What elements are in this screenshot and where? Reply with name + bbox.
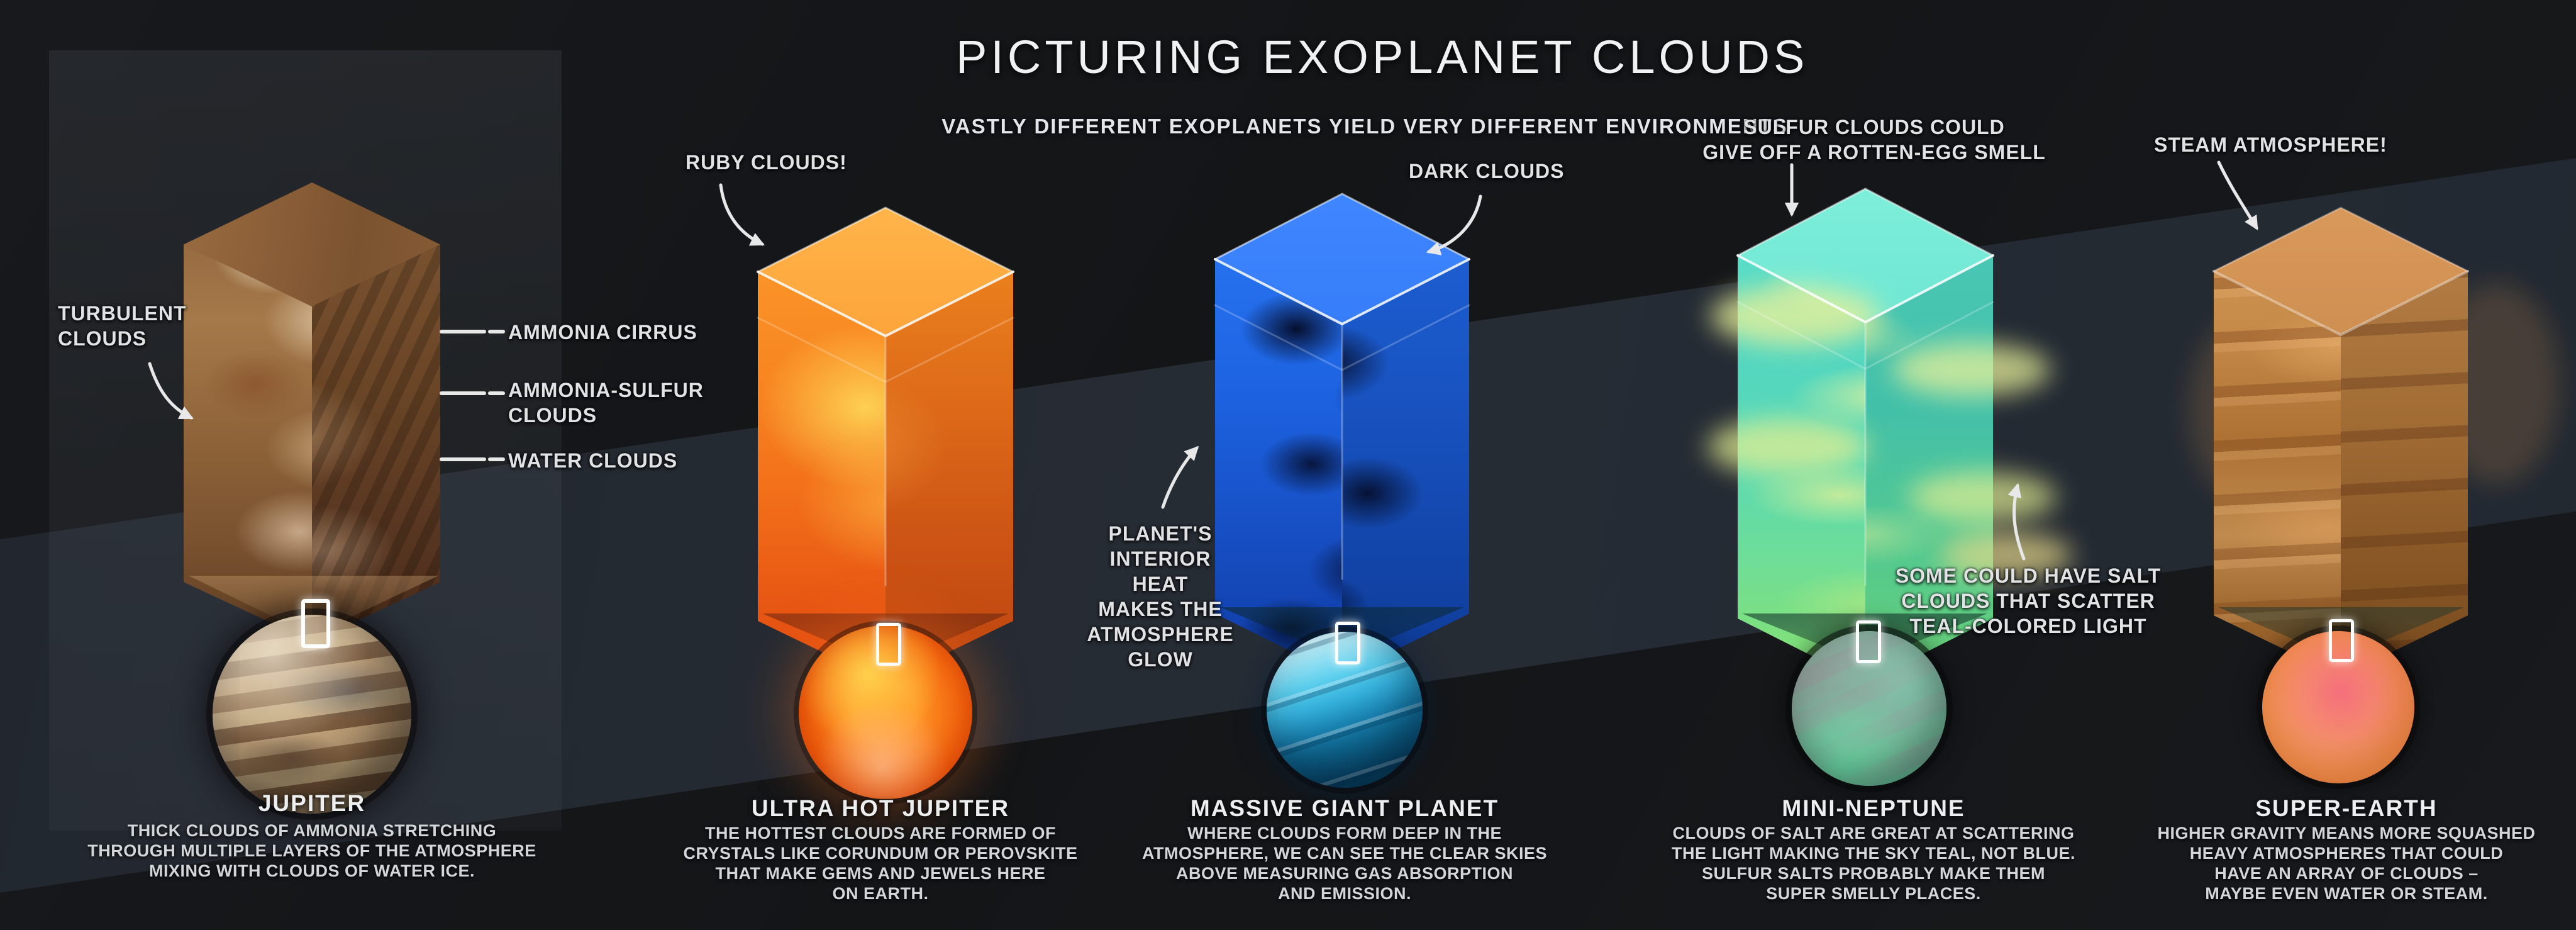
planet-description: CLOUDS OF SALT ARE GREAT AT SCATTERING T… [1671, 824, 2075, 903]
page-subtitle: VASTLY DIFFERENT EXOPLANETS YIELD VERY D… [941, 115, 1788, 138]
cube-left-face [184, 244, 312, 642]
sample-box-icon [301, 599, 330, 648]
sulfur-cloud-puff [1940, 532, 2072, 579]
massive-giant-cloud-cube [1215, 194, 1469, 676]
planet-ultra-hot-jupiter [799, 625, 972, 799]
label-dark-clouds: DARK CLOUDS [1409, 160, 1565, 182]
planet-description: HIGHER GRAVITY MEANS MORE SQUASHED HEAVY… [2157, 824, 2536, 903]
cube-right-face [1342, 259, 1469, 676]
planet-title: SUPER-EARTH [2255, 795, 2438, 821]
cube-left-face [1215, 259, 1342, 676]
jupiter-cloud-cube [184, 182, 440, 642]
sulfur-cloud-puff [1707, 418, 1868, 475]
planet-title: MASSIVE GIANT PLANET [1190, 795, 1499, 821]
super-earth-cloud-cube [2214, 208, 2468, 676]
sulfur-cloud-puff [1711, 286, 1880, 346]
sample-box-icon [2329, 619, 2354, 662]
planet-description: THICK CLOUDS OF AMMONIA STRETCHING THROU… [87, 821, 536, 880]
planet-description: WHERE CLOUDS FORM DEEP IN THE ATMOSPHERE… [1141, 824, 1548, 903]
label-interior-heat: PLANET'S INTERIOR HEAT MAKES THE ATMOSPH… [1087, 522, 1234, 671]
label-ruby-clouds: RUBY CLOUDS! [686, 151, 847, 174]
cube-right-face [1865, 255, 1993, 683]
cube-right-face [312, 244, 440, 642]
planet-title: ULTRA HOT JUPITER [751, 795, 1010, 821]
sample-box-icon [1856, 620, 1881, 663]
planet-description: THE HOTTEST CLOUDS ARE FORMED OF CRYSTAL… [683, 824, 1078, 903]
sulfur-cloud-puff [1909, 472, 2057, 522]
planet-massive-giant [1267, 632, 1423, 788]
sulfur-cloud-puff [1893, 343, 2050, 396]
planet-title: MINI-NEPTUNE [1782, 795, 1965, 821]
label-turbulent-clouds: TURBULENT CLOUDS [58, 302, 187, 350]
planet-title: JUPITER [258, 790, 366, 816]
planet-super-earth [2262, 631, 2414, 783]
label-ammonia-cirrus: AMMONIA CIRRUS [508, 321, 697, 344]
label-sulfur-clouds: SULFUR CLOUDS COULD GIVE OFF A ROTTEN-EG… [1702, 116, 2046, 164]
sample-box-icon [876, 623, 901, 666]
ultra-hot-jupiter-cloud-cube [758, 208, 1013, 683]
label-steam-atmosphere: STEAM ATMOSPHERE! [2154, 133, 2387, 156]
label-ammonia-sulfur-clouds: AMMONIA-SULFUR CLOUDS [508, 379, 704, 427]
page-title: PICTURING EXOPLANET CLOUDS [956, 31, 1809, 83]
label-salt-clouds: SOME COULD HAVE SALT CLOUDS THAT SCATTER… [1895, 564, 2162, 637]
label-water-clouds: WATER CLOUDS [508, 449, 678, 472]
planet-mini-neptune [1792, 631, 1946, 786]
sample-box-icon [1335, 622, 1360, 664]
